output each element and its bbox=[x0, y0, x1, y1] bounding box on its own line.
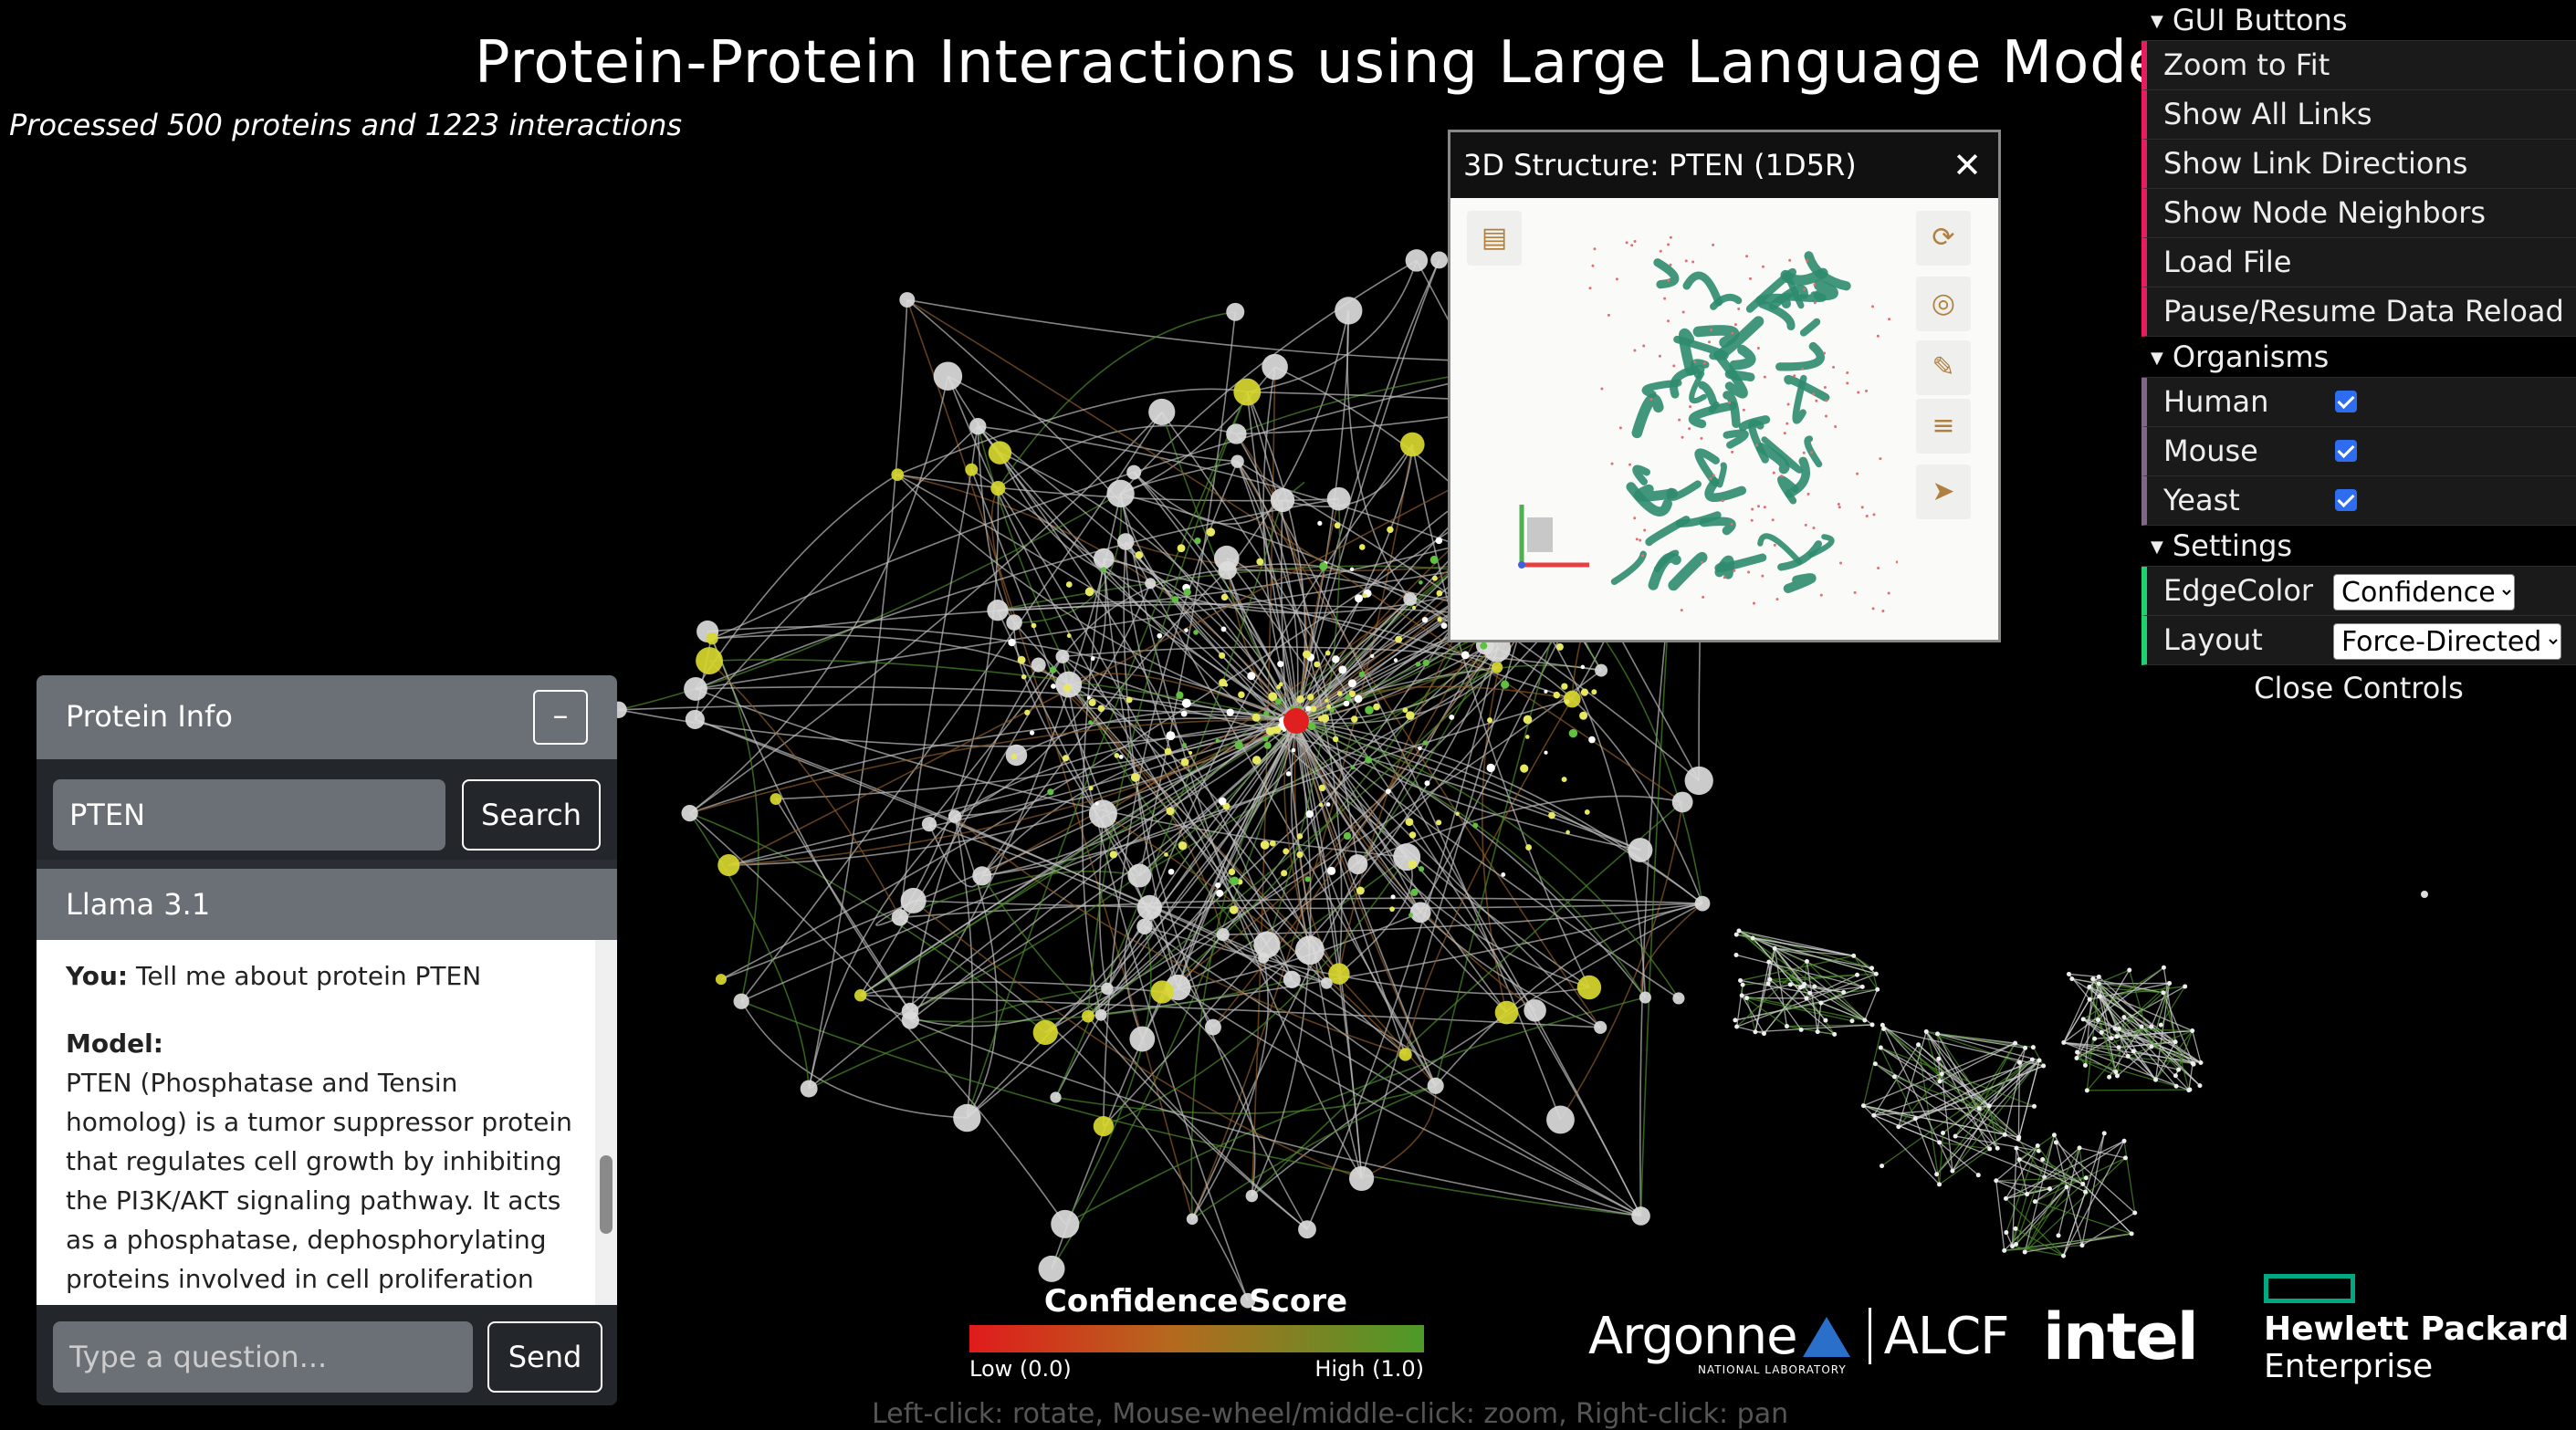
screenshot-icon[interactable]: ▤ bbox=[1467, 211, 1522, 266]
model-message: Model:PTEN (Phosphatase and Tensin homol… bbox=[66, 1024, 577, 1305]
protein-ribbon bbox=[1587, 235, 1898, 618]
model-name: Llama 3.1 bbox=[66, 887, 210, 922]
pause-resume-button[interactable]: Pause/Resume Data Reload bbox=[2141, 287, 2576, 337]
legend-low-label: Low (0.0) bbox=[969, 1356, 1072, 1382]
chat-log[interactable]: You: Tell me about protein PTEN Model:PT… bbox=[37, 940, 595, 1305]
wrench-icon[interactable]: ✎ bbox=[1916, 340, 1971, 395]
scrollbar-thumb[interactable] bbox=[600, 1155, 613, 1234]
protein-info-header: Protein Info – bbox=[37, 675, 617, 759]
folder-organisms[interactable]: ▼Organisms bbox=[2141, 337, 2576, 378]
human-checkbox[interactable] bbox=[2335, 391, 2357, 412]
intel-logo: intel bbox=[2043, 1300, 2197, 1374]
folder-gui-buttons[interactable]: ▼GUI Buttons bbox=[2141, 0, 2576, 41]
legend-high-label: High (1.0) bbox=[1314, 1356, 1424, 1382]
folder-settings[interactable]: ▼Settings bbox=[2141, 526, 2576, 567]
edge-color-select[interactable]: Confidence bbox=[2333, 574, 2515, 611]
close-controls-button[interactable]: Close Controls bbox=[2141, 665, 2576, 711]
layout-setting: Layout Force-Directed bbox=[2141, 616, 2576, 665]
search-button[interactable]: Search bbox=[462, 779, 601, 851]
show-all-links-button[interactable]: Show All Links bbox=[2141, 90, 2576, 140]
organism-mouse: Mouse bbox=[2141, 427, 2576, 476]
legend-gradient bbox=[969, 1325, 1424, 1352]
graph-small-clusters bbox=[1733, 929, 2203, 1258]
camera-icon[interactable]: ◎ bbox=[1916, 277, 1971, 331]
gui-controls: ▼GUI Buttons Zoom to Fit Show All Links … bbox=[2141, 0, 2576, 711]
search-bar: Search bbox=[37, 759, 617, 860]
organism-human: Human bbox=[2141, 378, 2576, 427]
confidence-legend: Confidence Score Low (0.0) High (1.0) bbox=[968, 1283, 1424, 1352]
protein-info-panel: Protein Info – Search Llama 3.1 You: Tel… bbox=[37, 675, 617, 1405]
model-selector[interactable]: Llama 3.1 bbox=[37, 869, 617, 940]
question-input[interactable] bbox=[53, 1321, 473, 1393]
close-icon[interactable]: ✕ bbox=[1953, 132, 1982, 198]
page-title: Protein-Protein Interactions using Large… bbox=[475, 29, 2213, 97]
load-file-button[interactable]: Load File bbox=[2141, 238, 2576, 287]
reset-icon[interactable]: ⟳ bbox=[1916, 211, 1971, 266]
show-link-directions-button[interactable]: Show Link Directions bbox=[2141, 140, 2576, 189]
protein-info-title: Protein Info bbox=[66, 699, 233, 734]
hpe-rectangle-icon bbox=[2264, 1274, 2355, 1303]
user-message: You: Tell me about protein PTEN bbox=[66, 956, 577, 996]
controls-hint: Left-click: rotate, Mouse-wheel/middle-c… bbox=[872, 1398, 1788, 1430]
mouse-checkbox[interactable] bbox=[2335, 440, 2357, 462]
question-bar: Send bbox=[37, 1305, 617, 1405]
structure-panel-header: 3D Structure: PTEN (1D5R) ✕ bbox=[1450, 132, 1998, 198]
caret-down-icon: ▼ bbox=[2151, 349, 2163, 368]
yeast-checkbox[interactable] bbox=[2335, 489, 2357, 511]
caret-down-icon: ▼ bbox=[2151, 12, 2163, 31]
chat-scrollbar[interactable] bbox=[595, 940, 617, 1305]
caret-down-icon: ▼ bbox=[2151, 538, 2163, 557]
show-node-neighbors-button[interactable]: Show Node Neighbors bbox=[2141, 189, 2576, 238]
minimize-icon[interactable]: – bbox=[533, 690, 588, 745]
pointer-icon[interactable]: ➤ bbox=[1916, 464, 1971, 519]
page-subtitle: Processed 500 proteins and 1223 interact… bbox=[9, 108, 682, 142]
structure-panel-title: 3D Structure: PTEN (1D5R) bbox=[1463, 148, 1857, 183]
layout-select[interactable]: Force-Directed bbox=[2333, 623, 2561, 660]
edge-color-setting: EdgeColor Confidence bbox=[2141, 567, 2576, 616]
sliders-icon[interactable]: ≡ bbox=[1916, 399, 1971, 454]
structure-viewer[interactable]: ▤ ⟳ ◎ ✎ ≡ ➤ bbox=[1450, 198, 1998, 640]
hpe-logo: Hewlett Packard Enterprise bbox=[2264, 1274, 2569, 1385]
protein-search-input[interactable] bbox=[53, 779, 445, 851]
argonne-triangle-icon bbox=[1803, 1317, 1850, 1357]
legend-title: Confidence Score bbox=[968, 1283, 1424, 1320]
organism-yeast: Yeast bbox=[2141, 476, 2576, 526]
axes-icon bbox=[1514, 499, 1597, 581]
send-button[interactable]: Send bbox=[487, 1321, 602, 1393]
structure-panel: 3D Structure: PTEN (1D5R) ✕ ▤ ⟳ ◎ ✎ ≡ ➤ bbox=[1448, 130, 2001, 642]
zoom-to-fit-button[interactable]: Zoom to Fit bbox=[2141, 41, 2576, 90]
